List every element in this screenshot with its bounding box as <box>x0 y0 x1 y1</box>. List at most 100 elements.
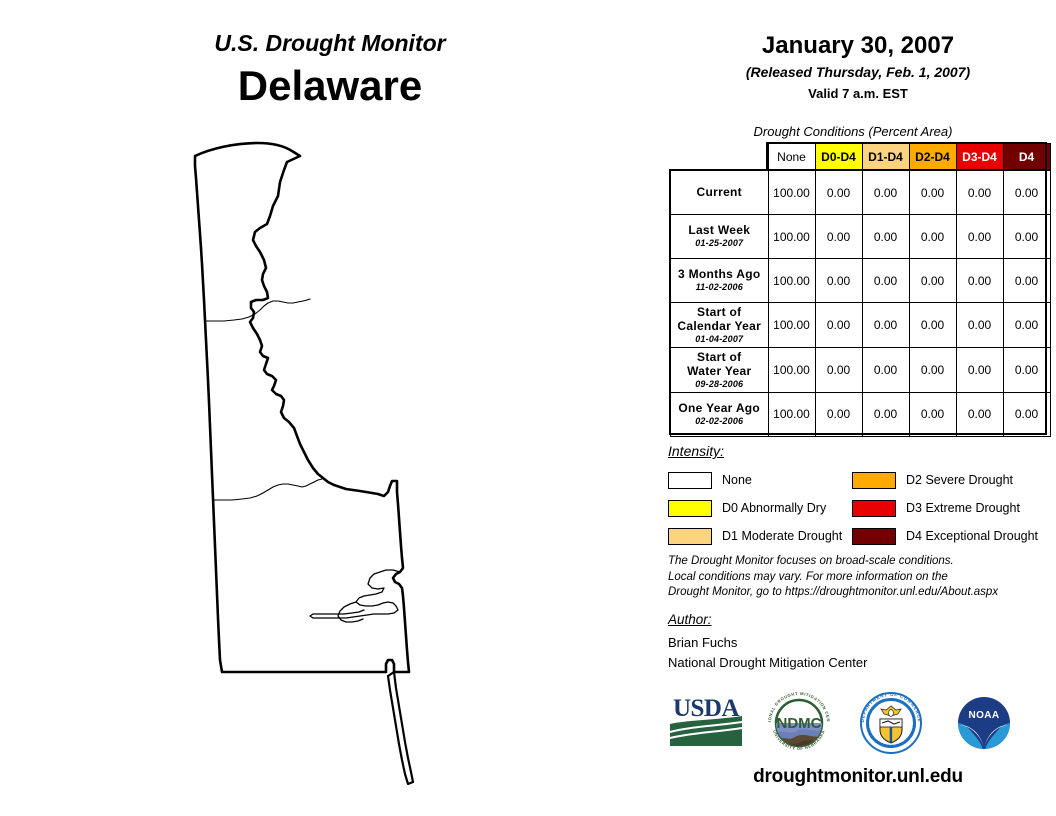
column-header-none: None <box>767 143 816 171</box>
cell-d3-d4: 0.00 <box>955 170 1004 215</box>
noaa-logo-icon: NOAA <box>958 697 1010 749</box>
cell-d1-d4: 0.00 <box>861 214 910 259</box>
cell-d2-d4: 0.00 <box>908 391 957 437</box>
disclaimer-text: The Drought Monitor focuses on broad-sca… <box>668 554 1048 601</box>
column-header-d0-d4: D0-D4 <box>814 143 863 171</box>
ndmc-logo-icon: NDMC NATIONAL DROUGHT MITIGATION CENTER … <box>761 686 830 753</box>
cell-none: 100.00 <box>767 346 816 393</box>
swatch-d4-icon <box>852 527 896 545</box>
disclaimer-line-3[interactable]: Drought Monitor, go to https://droughtmo… <box>668 586 999 599</box>
intensity-heading: Intensity: <box>668 443 725 459</box>
cell-d4: 0.00 <box>1002 258 1051 303</box>
row-label-last-week: Last Week 01-25-2007 <box>670 214 769 259</box>
cell-d3-d4: 0.00 <box>955 302 1004 348</box>
map-date: January 30, 2007 <box>761 32 955 59</box>
row-label-date: 01-04-2007 <box>695 333 744 344</box>
cell-d4: 0.00 <box>1002 302 1051 348</box>
cell-d4: 0.00 <box>1002 170 1051 215</box>
cell-d3-d4: 0.00 <box>955 258 1004 303</box>
cell-d0-d4: 0.00 <box>814 170 863 215</box>
legend-item-d1: D1 Moderate Drought <box>668 524 842 548</box>
cell-d0-d4: 0.00 <box>814 302 863 348</box>
author-organization: National Drought Mitigation Center <box>668 655 868 670</box>
swatch-none-icon <box>668 471 712 489</box>
usda-logo-icon: USDA <box>669 695 743 746</box>
cell-none: 100.00 <box>767 170 816 215</box>
cell-d3-d4: 0.00 <box>955 346 1004 393</box>
cell-d1-d4: 0.00 <box>861 346 910 393</box>
cell-d0-d4: 0.00 <box>814 346 863 393</box>
cell-d3-d4: 0.00 <box>955 391 1004 437</box>
table-corner-cell <box>671 144 769 171</box>
usda-logo[interactable]: USDA <box>668 690 744 752</box>
row-label-start-of-calendar-year: Start of Calendar Year 01-04-2007 <box>670 302 769 348</box>
noaa-logo[interactable]: NOAA <box>948 690 1020 756</box>
drought-conditions-table: None D0-D4 D1-D4 D2-D4 D3-D4 D4 Current … <box>670 143 1051 437</box>
inland-bays <box>309 569 401 619</box>
row-label-3-months-ago: 3 Months Ago 11-02-2006 <box>670 258 769 303</box>
legend-column-left: None D0 Abnormally Dry D1 Moderate Droug… <box>668 468 842 552</box>
legend-label: D4 Exceptional Drought <box>906 529 1039 543</box>
table-row: Current 100.00 0.00 0.00 0.00 0.00 0.00 <box>670 170 1051 215</box>
table-caption: Drought Conditions (Percent Area) <box>753 124 953 139</box>
ndmc-logo[interactable]: NDMC NATIONAL DROUGHT MITIGATION CENTER … <box>761 686 835 756</box>
cell-d0-d4: 0.00 <box>814 391 863 437</box>
noaa-wordmark: NOAA <box>968 710 999 721</box>
column-header-d2-d4: D2-D4 <box>908 143 957 171</box>
table-row: Start of Calendar Year 01-04-2007 100.00 … <box>670 302 1051 348</box>
county-line-south <box>212 478 323 501</box>
delaware-map-svg <box>193 141 415 786</box>
table-header-row: None D0-D4 D1-D4 D2-D4 D3-D4 D4 <box>671 143 1051 171</box>
cell-d2-d4: 0.00 <box>908 302 957 348</box>
legend-label: D1 Moderate Drought <box>722 529 843 543</box>
legend-item-d0: D0 Abnormally Dry <box>668 496 842 520</box>
cell-none: 100.00 <box>767 302 816 348</box>
row-label-one-year-ago: One Year Ago 02-02-2006 <box>670 391 769 437</box>
legend-item-d4: D4 Exceptional Drought <box>852 524 1038 548</box>
cell-d1-d4: 0.00 <box>861 170 910 215</box>
cell-d2-d4: 0.00 <box>908 170 957 215</box>
legend-column-right: D2 Severe Drought D3 Extreme Drought D4 … <box>852 468 1038 552</box>
table-row: Last Week 01-25-2007 100.00 0.00 0.00 0.… <box>670 214 1051 259</box>
row-label-title: Start of Calendar Year <box>677 305 762 333</box>
state-title: Delaware <box>237 62 423 109</box>
ndmc-wordmark: NDMC <box>777 715 822 732</box>
swatch-d1-icon <box>668 527 712 545</box>
cell-d3-d4: 0.00 <box>955 214 1004 259</box>
row-label-title: Current <box>696 184 742 199</box>
row-label-date: 01-25-2007 <box>695 238 744 249</box>
legend-label: D0 Abnormally Dry <box>722 501 827 515</box>
website-url[interactable]: droughtmonitor.unl.edu <box>753 766 963 787</box>
legend-item-d3: D3 Extreme Drought <box>852 496 1038 520</box>
legend-label: D2 Severe Drought <box>906 473 1014 487</box>
row-label-title: Last Week <box>688 223 751 238</box>
cell-d0-d4: 0.00 <box>814 214 863 259</box>
table-body: Current 100.00 0.00 0.00 0.00 0.00 0.00 … <box>670 170 1051 437</box>
row-label-current: Current <box>670 170 769 215</box>
cell-d1-d4: 0.00 <box>861 258 910 303</box>
row-label-date: 02-02-2006 <box>695 416 744 427</box>
svg-text:USDA: USDA <box>673 695 740 722</box>
state-border-outline <box>193 141 411 674</box>
row-label-title: One Year Ago <box>678 401 761 416</box>
disclaimer-line-1: The Drought Monitor focuses on broad-sca… <box>668 555 954 567</box>
delaware-map[interactable] <box>150 140 570 800</box>
map-panel: U.S. Drought Monitor Delaware <box>150 30 570 800</box>
table-row: Start of Water Year 09-28-2006 100.00 0.0… <box>670 346 1051 393</box>
legend-label: None <box>722 473 752 487</box>
swatch-d0-icon <box>668 499 712 517</box>
release-date: (Released Thursday, Feb. 1, 2007) <box>745 64 971 80</box>
legend-item-d2: D2 Severe Drought <box>852 468 1038 492</box>
disclaimer-line-2: Local conditions may vary. For more info… <box>668 570 948 583</box>
author-heading: Author: <box>668 612 712 627</box>
swatch-d2-icon <box>852 471 896 489</box>
logo-row: USDA <box>660 686 1056 762</box>
cell-d0-d4: 0.00 <box>814 258 863 303</box>
row-label-date: 09-28-2006 <box>695 378 744 389</box>
legend-label: D3 Extreme Drought <box>906 501 1020 515</box>
table-row: One Year Ago 02-02-2006 100.00 0.00 0.00… <box>670 391 1051 437</box>
valid-time: Valid 7 a.m. EST <box>808 86 908 101</box>
cell-d1-d4: 0.00 <box>861 302 910 348</box>
row-label-title: 3 Months Ago <box>678 267 761 282</box>
usdc-seal[interactable]: DEPARTMENT OF COMMERCE UNITED STATES OF … <box>853 686 927 756</box>
